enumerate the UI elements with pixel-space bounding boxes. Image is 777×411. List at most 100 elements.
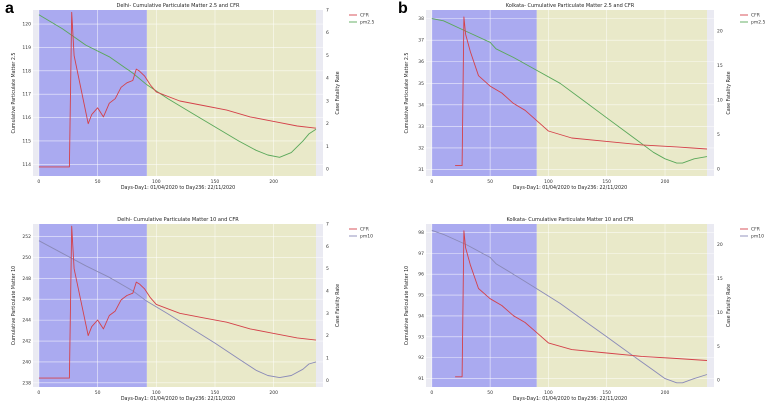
series-line-CFR [38, 225, 317, 379]
y2-tick-label: 15 [717, 63, 723, 69]
y-tick-label: 94 [418, 313, 424, 319]
y-tick-label: 33 [418, 124, 424, 130]
legend-label: pm10 [751, 234, 764, 240]
y2-tick-label: 0 [326, 378, 329, 384]
y2-tick-label: 10 [717, 310, 723, 316]
legend-label: CFR [751, 227, 760, 233]
y2-tick-label: 4 [326, 288, 329, 294]
chart-title: Delhi- Cumulative Particulate Matter 2.5… [116, 3, 240, 9]
y-tick-label: 98 [418, 230, 424, 236]
y-tick-label: 37 [418, 38, 424, 44]
y-tick-label: 248 [22, 276, 31, 282]
x-tick-label: 150 [602, 390, 611, 396]
panel-label-b: b [398, 0, 408, 17]
y2-tick-label: 0 [717, 378, 720, 384]
y-tick-label: 93 [418, 334, 424, 340]
y2-tick-label: 3 [326, 311, 329, 317]
y-tick-label: 238 [22, 380, 31, 386]
y2-tick-label: 5 [717, 132, 720, 138]
y-tick-label: 114 [22, 162, 31, 168]
y-tick-label: 34 [418, 102, 424, 108]
y-tick-label: 36 [418, 59, 424, 65]
y-tick-label: 120 [22, 22, 31, 28]
y2-tick-label: 0 [326, 167, 329, 173]
panel-label-a: a [5, 0, 14, 17]
x-tick-label: 200 [269, 390, 278, 396]
y-tick-label: 242 [22, 339, 31, 345]
y-tick-label: 244 [22, 318, 31, 324]
legend-label: CFR [360, 13, 369, 19]
x-axis-label: Days-Day1: 01/04/2020 to Day236: 22/11/2… [121, 185, 235, 191]
x-tick-label: 50 [487, 390, 493, 396]
shaded-region-1 [38, 10, 147, 176]
shaded-region-1 [431, 10, 537, 176]
y2-tick-label: 20 [717, 28, 723, 34]
y-tick-label: 116 [22, 115, 31, 121]
x-tick-label: 100 [152, 390, 161, 396]
y2-tick-label: 7 [326, 222, 329, 228]
series-line-CFR [38, 11, 317, 168]
y2-tick-label: 10 [717, 97, 723, 103]
x-tick-label: 150 [211, 390, 220, 396]
legend-label: CFR [360, 227, 369, 233]
y2-tick-label: 7 [326, 8, 329, 14]
y-tick-label: 115 [22, 138, 31, 144]
series-line-pm10 [38, 240, 317, 379]
x-tick-label: 150 [602, 179, 611, 185]
y2-tick-label: 6 [326, 244, 329, 250]
shaded-region-2 [146, 10, 316, 176]
series-line-pm10 [431, 229, 708, 384]
y-axis-label: Cumulative Particulate Matter 10 [404, 266, 410, 345]
y-tick-label: 119 [22, 45, 31, 51]
series-line-pm2.5 [431, 18, 708, 164]
x-tick-label: 0 [430, 179, 433, 185]
y2-tick-label: 0 [717, 167, 720, 173]
y-axis-label: Cumulative Particulate Matter 2.5 [11, 53, 17, 134]
x-tick-label: 50 [95, 390, 101, 396]
series-line-CFR [455, 16, 708, 167]
shaded-region-1 [38, 224, 147, 387]
y2-tick-label: 5 [326, 53, 329, 59]
y2-tick-label: 1 [326, 144, 329, 150]
x-tick-label: 150 [211, 179, 220, 185]
y2-tick-label: 6 [326, 30, 329, 36]
y2-tick-label: 2 [326, 333, 329, 339]
y-tick-label: 31 [418, 167, 424, 173]
x-tick-label: 200 [661, 179, 670, 185]
y2-tick-label: 2 [326, 121, 329, 127]
chart-panel-1: 0 50 100 150 200 114 115 116 117 118 119 120 0 1 2 3 4 5 6… [11, 3, 375, 191]
y2-tick-label: 4 [326, 76, 329, 82]
y-tick-label: 38 [418, 16, 424, 22]
y-tick-label: 246 [22, 297, 31, 303]
y-tick-label: 117 [22, 92, 31, 98]
y2-tick-label: 20 [717, 242, 723, 248]
y-tick-label: 35 [418, 81, 424, 87]
x-axis-label: Days-Day1: 01/04/2020 to Day236: 22/11/2… [121, 396, 235, 402]
x-tick-label: 100 [152, 179, 161, 185]
y-tick-label: 96 [418, 272, 424, 278]
y-tick-label: 97 [418, 251, 424, 257]
chart-title: Kolkata- Cumulative Particulate Matter 1… [507, 217, 634, 223]
y2-axis-label: Case Fatality Rate [726, 284, 732, 327]
y2-axis-label: Case Fatality Rate [335, 71, 341, 114]
x-axis-label: Days-Day1: 01/04/2020 to Day236: 22/11/2… [513, 185, 627, 191]
shaded-region-2 [536, 224, 708, 387]
y-tick-label: 92 [418, 355, 424, 361]
shaded-region-2 [146, 224, 316, 387]
x-tick-label: 50 [95, 179, 101, 185]
chart-title: Kolkata- Cumulative Particulate Matter 2… [506, 3, 635, 9]
legend-label: pm10 [360, 234, 373, 240]
chart-panel-4: 0 50 100 150 200 91 92 93 94 95 96 97 98 0 5 10 15 20 Kolk… [404, 217, 764, 402]
chart-title: Delhi- Cumulative Particulate Matter 10 … [117, 217, 239, 223]
legend-label: pm2.5 [751, 20, 766, 26]
chart-panel-2: 0 50 100 150 200 31 32 33 34 35 36 37 38 0 5 10 15 20 Kolk… [404, 3, 766, 191]
x-tick-label: 200 [661, 390, 670, 396]
y-tick-label: 118 [22, 68, 31, 74]
y2-tick-label: 3 [326, 98, 329, 104]
y-tick-label: 95 [418, 293, 424, 299]
legend-label: CFR [751, 13, 760, 19]
y-tick-label: 252 [22, 234, 31, 240]
x-tick-label: 0 [430, 390, 433, 396]
